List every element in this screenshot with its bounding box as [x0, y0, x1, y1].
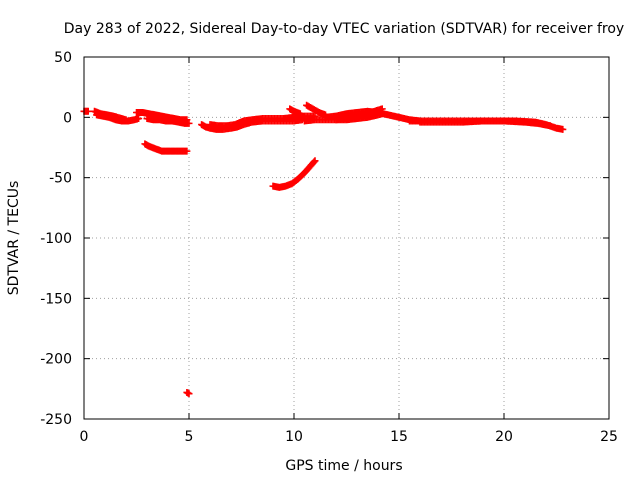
data-point	[185, 119, 193, 127]
data-point	[559, 125, 567, 133]
data-point	[84, 107, 92, 115]
x-tick-label: 10	[285, 429, 303, 445]
data-series-arc-6	[141, 140, 191, 155]
data-point	[296, 110, 304, 118]
data-point	[310, 158, 318, 166]
data-series-arc-5	[143, 115, 193, 127]
data-point	[311, 157, 319, 165]
axis-ticks: 0 5 10 15 20 25 50 0 -50 -100 -150 -200 -250	[40, 50, 618, 445]
x-tick-label: 15	[390, 429, 408, 445]
data-series-arc-1	[80, 107, 92, 115]
data-points	[80, 101, 567, 398]
data-point	[183, 147, 191, 155]
y-tick-label: -200	[40, 352, 72, 368]
data-point	[135, 115, 143, 123]
x-tick-label: 25	[600, 429, 618, 445]
data-series-arc-15	[332, 105, 386, 124]
y-axis-label: SDTVAR / TECUs	[6, 181, 22, 296]
x-tick-label: 0	[80, 429, 89, 445]
x-axis-label: GPS time / hours	[285, 458, 402, 474]
y-tick-label: -150	[40, 291, 72, 307]
chart-title: Day 283 of 2022, Sidereal Day-to-day VTE…	[64, 21, 624, 37]
data-series-arc-7	[183, 388, 193, 398]
data-series-arc-17	[416, 117, 554, 130]
x-tick-label: 20	[495, 429, 513, 445]
y-tick-label: -250	[40, 412, 72, 428]
x-tick-label: 5	[185, 429, 194, 445]
data-series-arc-10	[269, 157, 319, 191]
y-tick-label: -50	[49, 171, 72, 187]
y-tick-label: -100	[40, 231, 72, 247]
data-series-arc-3	[93, 111, 143, 125]
y-tick-label: 0	[63, 110, 72, 126]
y-tick-label: 50	[54, 50, 72, 66]
data-series-arc-11	[286, 105, 304, 118]
data-point	[546, 122, 554, 130]
data-point	[185, 390, 193, 398]
data-point	[378, 105, 386, 113]
